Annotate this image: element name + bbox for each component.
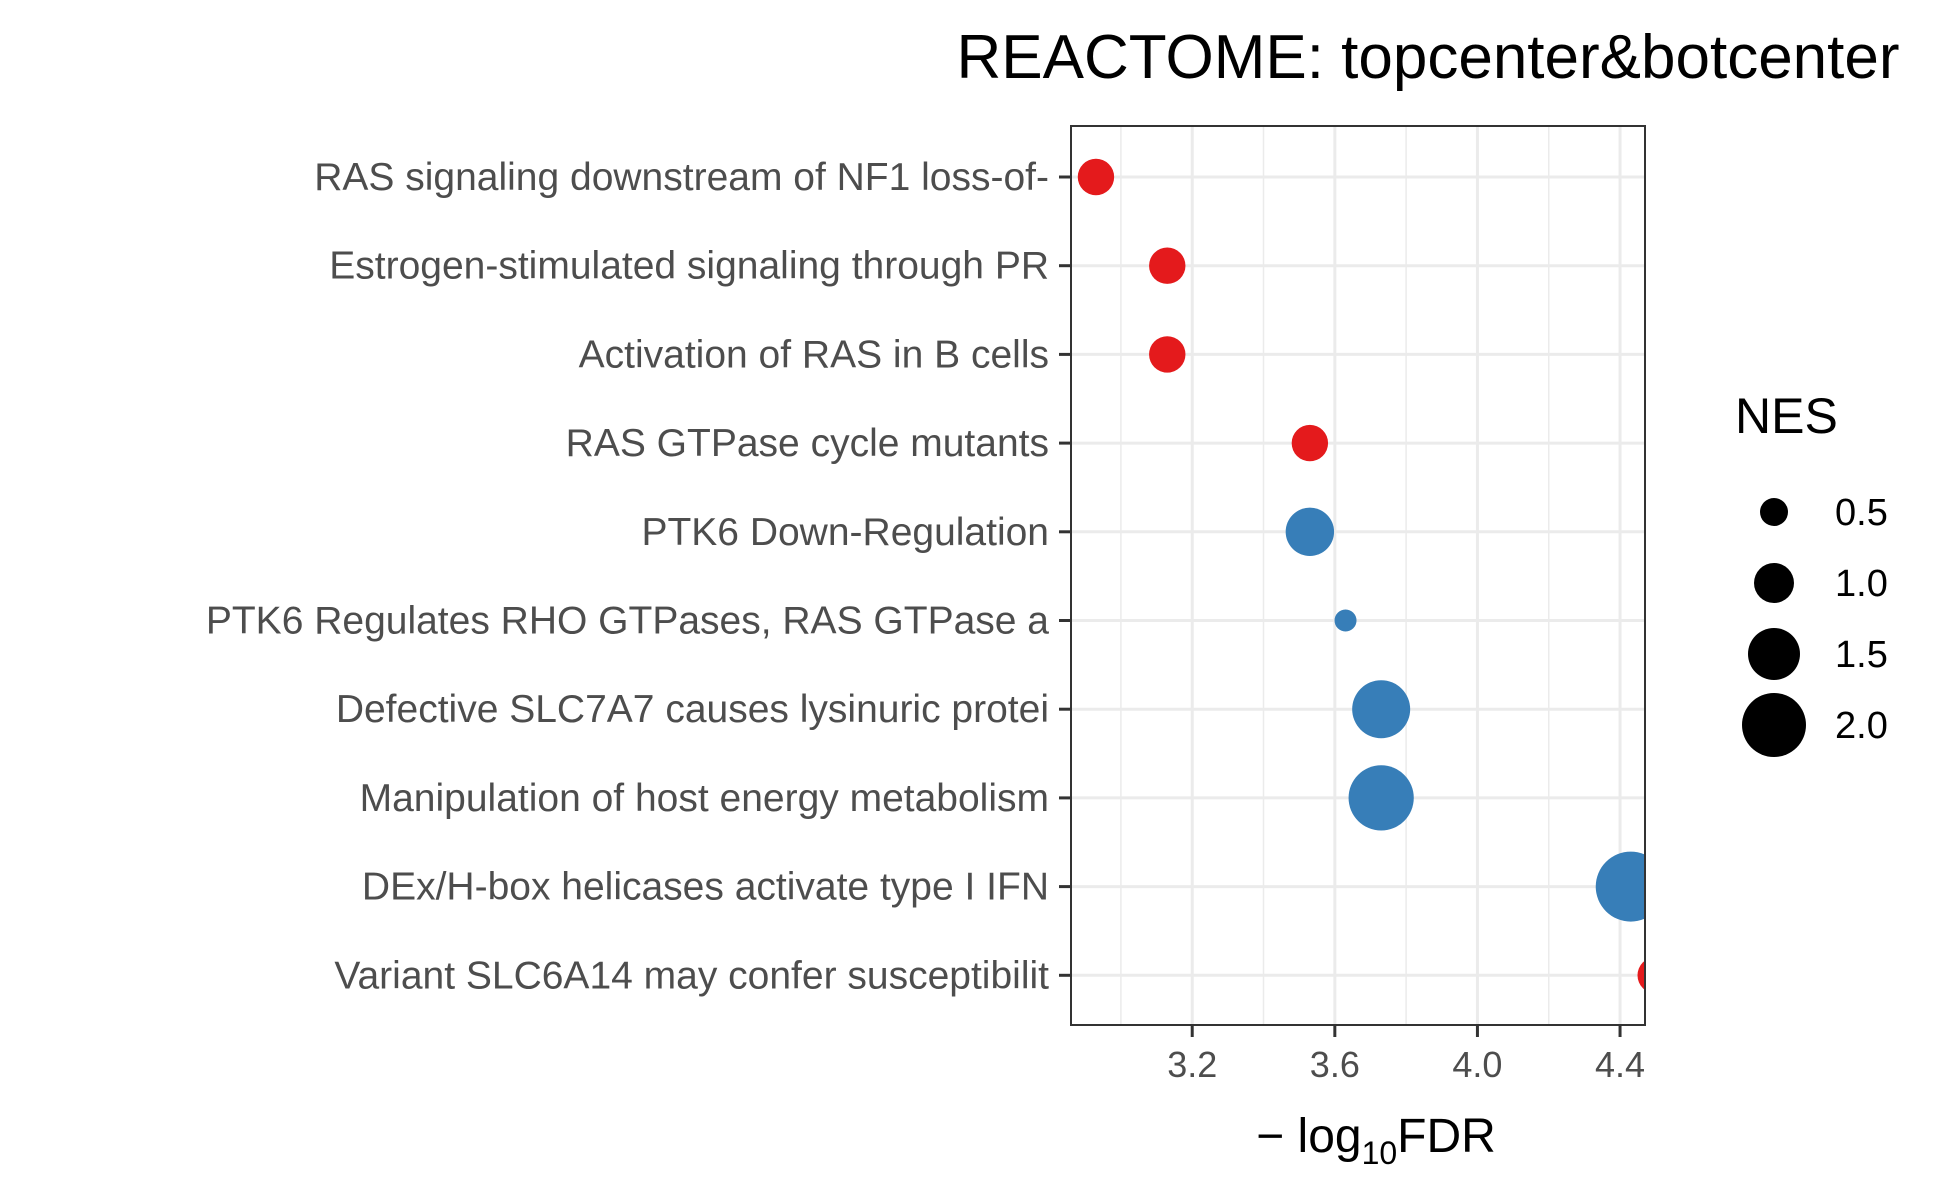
data-point	[1149, 336, 1186, 373]
x-axis: 3.2 3.6 4.0 4.4	[1167, 1025, 1645, 1085]
legend-label: 1.5	[1835, 634, 1888, 676]
data-point	[1348, 765, 1414, 831]
legend-label: 2.0	[1835, 705, 1888, 747]
data-point	[1334, 609, 1357, 632]
data-point	[1291, 424, 1329, 462]
data-point	[1149, 247, 1186, 284]
x-tick-label: 3.6	[1310, 1044, 1360, 1085]
x-tick-label: 3.2	[1167, 1044, 1217, 1085]
y-tick-label: Manipulation of host energy metabolism	[360, 777, 1049, 820]
y-tick-label: DEx/H-box helicases activate type I IFN	[362, 866, 1049, 909]
panel-border	[1070, 125, 1646, 1026]
data-point	[1352, 680, 1411, 739]
y-tick-label: RAS GTPase cycle mutants	[566, 422, 1049, 465]
x-tick-label: 4.0	[1452, 1044, 1502, 1085]
data-point	[1077, 158, 1115, 196]
legend-key	[1748, 628, 1800, 680]
data-point	[1637, 960, 1645, 991]
data-point	[1595, 851, 1645, 922]
legend-key	[1754, 563, 1794, 603]
legend: NES 0.5 1.0 1.5 2.0	[1735, 388, 1888, 757]
y-tick-label: Defective SLC7A7 causes lysinuric protei	[336, 688, 1049, 731]
x-axis-label-prefix: − log	[1256, 1110, 1361, 1163]
y-tick-label: PTK6 Down-Regulation	[641, 511, 1049, 554]
y-tick-label: PTK6 Regulates RHO GTPases, RAS GTPase a	[206, 600, 1049, 643]
data-points	[1077, 158, 1645, 991]
x-axis-label-subscript: 10	[1362, 1135, 1398, 1171]
data-point	[1285, 507, 1335, 556]
legend-key	[1760, 498, 1788, 526]
legend-label: 0.5	[1835, 492, 1888, 534]
x-axis-label-suffix: FDR	[1397, 1110, 1496, 1163]
y-tick-label: Variant SLC6A14 may confer susceptibilit	[334, 954, 1049, 997]
y-tick-label: Estrogen-stimulated signaling through PR	[329, 245, 1049, 288]
legend-key	[1742, 693, 1806, 757]
legend-title: NES	[1735, 388, 1838, 444]
chart-title: REACTOME: topcenter&botcenter	[956, 23, 1899, 92]
x-axis-label: − log10FDR	[1256, 1110, 1496, 1171]
y-axis: RAS signaling downstream of NF1 loss-of-…	[206, 156, 1071, 997]
legend-label: 1.0	[1835, 563, 1888, 605]
x-tick-label: 4.4	[1595, 1044, 1645, 1085]
y-tick-label: Activation of RAS in B cells	[579, 333, 1049, 376]
y-tick-label: RAS signaling downstream of NF1 loss-of-	[314, 156, 1049, 199]
